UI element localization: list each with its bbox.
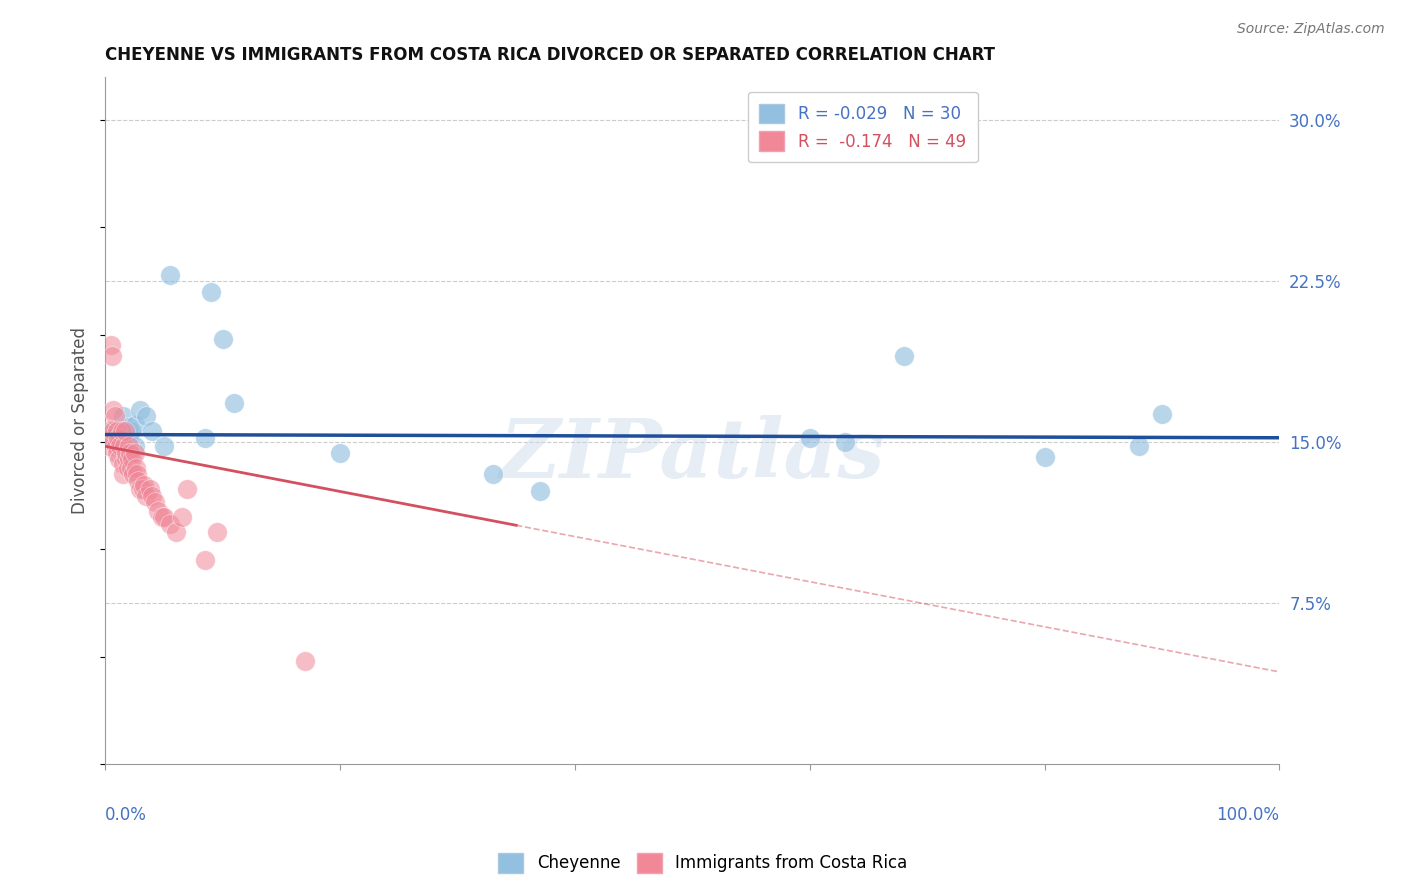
Point — [194, 553, 217, 567]
Point — [118, 420, 141, 434]
Point — [115, 452, 138, 467]
Point — [129, 483, 152, 497]
Point — [121, 452, 143, 467]
Legend: R = -0.029   N = 30, R =  -0.174   N = 49: R = -0.029 N = 30, R = -0.174 N = 49 — [748, 92, 977, 162]
Point — [893, 349, 915, 363]
Point — [105, 425, 128, 439]
Point — [135, 489, 157, 503]
Point — [118, 439, 141, 453]
Point — [834, 435, 856, 450]
Point — [111, 425, 134, 439]
Point — [120, 425, 142, 439]
Point — [117, 460, 139, 475]
Text: 0.0%: 0.0% — [105, 805, 148, 823]
Text: ZIPatlas: ZIPatlas — [499, 415, 886, 495]
Point — [115, 446, 138, 460]
Point — [100, 338, 122, 352]
Point — [105, 446, 128, 460]
Point — [118, 452, 141, 467]
Point — [159, 268, 181, 282]
Y-axis label: Divorced or Separated: Divorced or Separated — [72, 327, 89, 514]
Point — [132, 478, 155, 492]
Point — [104, 439, 127, 453]
Point — [176, 483, 198, 497]
Point — [115, 428, 138, 442]
Point — [108, 452, 131, 467]
Text: Source: ZipAtlas.com: Source: ZipAtlas.com — [1237, 22, 1385, 37]
Point — [1150, 407, 1173, 421]
Point — [135, 409, 157, 424]
Point — [150, 510, 173, 524]
Point — [329, 446, 352, 460]
Point — [98, 431, 121, 445]
Point — [103, 431, 125, 445]
Point — [1033, 450, 1056, 464]
Point — [107, 431, 129, 445]
Point — [127, 474, 149, 488]
Point — [529, 484, 551, 499]
Point — [103, 425, 125, 439]
Point — [153, 510, 176, 524]
Point — [101, 349, 124, 363]
Point — [97, 439, 120, 453]
Point — [118, 431, 141, 445]
Point — [125, 460, 148, 475]
Point — [1128, 439, 1150, 453]
Point — [124, 439, 146, 453]
Point — [111, 457, 134, 471]
Point — [224, 396, 246, 410]
Text: 100.0%: 100.0% — [1216, 805, 1279, 823]
Point — [120, 460, 142, 475]
Point — [111, 409, 134, 424]
Point — [141, 489, 163, 503]
Point — [200, 285, 222, 299]
Point — [122, 467, 145, 482]
Point — [114, 425, 136, 439]
Point — [141, 425, 163, 439]
Point — [97, 425, 120, 439]
Point — [104, 409, 127, 424]
Point — [194, 431, 217, 445]
Point — [481, 467, 503, 482]
Point — [165, 525, 187, 540]
Point — [111, 425, 134, 439]
Point — [132, 483, 155, 497]
Point — [105, 425, 128, 439]
Point — [124, 446, 146, 460]
Point — [108, 439, 131, 453]
Point — [799, 431, 821, 445]
Text: CHEYENNE VS IMMIGRANTS FROM COSTA RICA DIVORCED OR SEPARATED CORRELATION CHART: CHEYENNE VS IMMIGRANTS FROM COSTA RICA D… — [105, 46, 995, 64]
Point — [205, 525, 228, 540]
Point — [129, 402, 152, 417]
Point — [112, 439, 135, 453]
Point — [146, 504, 169, 518]
Point — [110, 439, 132, 453]
Point — [139, 483, 162, 497]
Point — [170, 510, 193, 524]
Point — [153, 439, 176, 453]
Point — [125, 467, 148, 482]
Point — [103, 402, 125, 417]
Point — [211, 332, 233, 346]
Legend: Cheyenne, Immigrants from Costa Rica: Cheyenne, Immigrants from Costa Rica — [492, 847, 914, 880]
Point — [111, 467, 134, 482]
Point — [159, 516, 181, 531]
Point — [294, 654, 316, 668]
Point — [124, 417, 146, 432]
Point — [118, 446, 141, 460]
Point — [100, 425, 122, 439]
Point — [143, 495, 166, 509]
